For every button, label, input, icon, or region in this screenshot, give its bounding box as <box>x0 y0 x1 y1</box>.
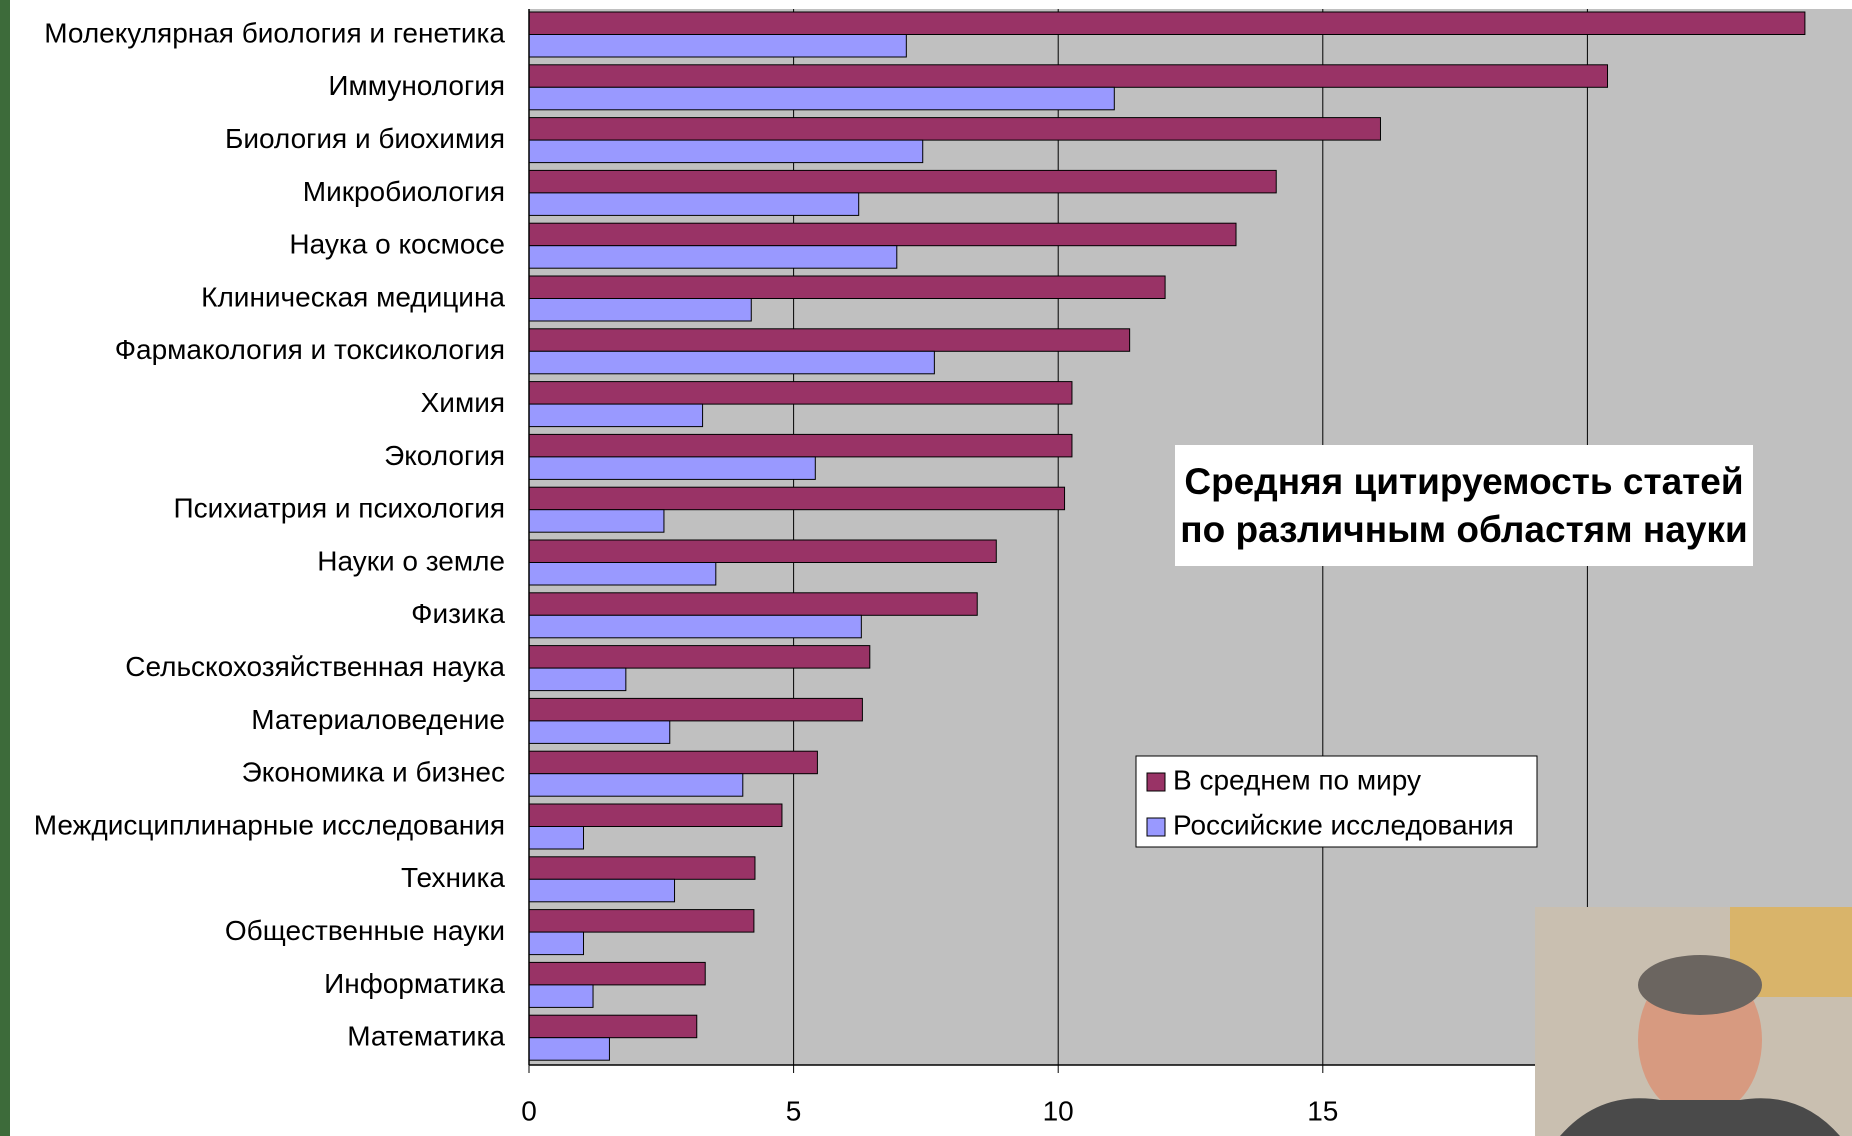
legend-box <box>1135 755 1538 848</box>
bar <box>528 139 924 164</box>
bar <box>528 773 744 797</box>
bar <box>528 592 978 616</box>
category-label: Информатика <box>324 968 505 999</box>
bar <box>528 222 1237 247</box>
photo-suit <box>1560 1098 1840 1136</box>
bar <box>528 403 704 428</box>
category-label: Экология <box>384 440 505 471</box>
bar <box>528 1014 698 1039</box>
legend-label: В среднем по миру <box>1173 764 1421 795</box>
bar <box>528 456 816 480</box>
bar <box>528 275 1166 299</box>
bar <box>528 803 783 827</box>
x-tick-label: 5 <box>786 1095 802 1126</box>
category-label: Клиническая медицина <box>201 281 505 312</box>
x-tick-label: 10 <box>1043 1095 1074 1126</box>
bar <box>528 381 1073 405</box>
legend-label: Российские исследования <box>1173 809 1514 840</box>
x-tick-label: 0 <box>521 1095 537 1126</box>
bar <box>528 878 676 903</box>
bar <box>528 1037 610 1061</box>
category-label: Сельскохозяйственная наука <box>125 651 505 682</box>
category-label: Биология и биохимия <box>225 123 505 154</box>
slide-border <box>0 0 10 1136</box>
bar <box>528 667 627 692</box>
bar <box>528 961 706 986</box>
bar <box>528 856 756 880</box>
bar <box>528 433 1073 458</box>
x-tick-label: 15 <box>1307 1095 1338 1126</box>
bar <box>528 350 935 375</box>
bar <box>528 34 907 58</box>
category-label: Общественные науки <box>225 915 505 946</box>
bar <box>528 192 860 216</box>
chart-title: Средняя цитируемость статей по различным… <box>1175 445 1753 566</box>
category-label: Молекулярная биология и генетика <box>44 17 505 48</box>
bar <box>528 931 585 956</box>
bar <box>528 245 898 269</box>
bar <box>528 117 1381 141</box>
bar <box>528 720 671 744</box>
category-label: Наука о космосе <box>289 229 505 260</box>
category-label: Междисциплинарные исследования <box>34 809 505 840</box>
category-label: Иммунология <box>328 70 505 101</box>
bar <box>528 909 755 933</box>
category-label: Физика <box>411 598 505 629</box>
bar <box>528 298 752 322</box>
bar <box>528 697 863 722</box>
photo <box>1535 907 1852 1136</box>
legend-swatch <box>1146 817 1166 837</box>
category-label: Науки о земле <box>317 545 505 576</box>
category-label: Микробиология <box>303 176 505 207</box>
legend: В среднем по миру Российские исследования <box>1135 755 1538 848</box>
category-label: Материаловедение <box>251 704 505 735</box>
category-label: Фармакология и токсикология <box>115 334 505 365</box>
bar <box>528 169 1277 194</box>
bar <box>528 486 1066 511</box>
bar <box>528 826 585 850</box>
bar <box>528 539 997 563</box>
bar <box>528 645 871 669</box>
bar <box>528 11 1806 35</box>
bar <box>528 64 1609 88</box>
bar <box>528 750 818 775</box>
bar <box>528 562 717 586</box>
category-label: Психиатрия и психология <box>174 493 505 524</box>
category-label: Математика <box>347 1021 505 1052</box>
category-label: Техника <box>401 862 505 893</box>
category-label: Экономика и бизнес <box>242 757 505 788</box>
bar <box>528 328 1131 352</box>
bar <box>528 984 594 1008</box>
legend-swatch <box>1146 772 1166 792</box>
photo-hair <box>1638 955 1762 1015</box>
bar <box>528 86 1115 111</box>
bar <box>528 614 862 639</box>
category-label: Химия <box>421 387 505 418</box>
bar <box>528 509 665 533</box>
